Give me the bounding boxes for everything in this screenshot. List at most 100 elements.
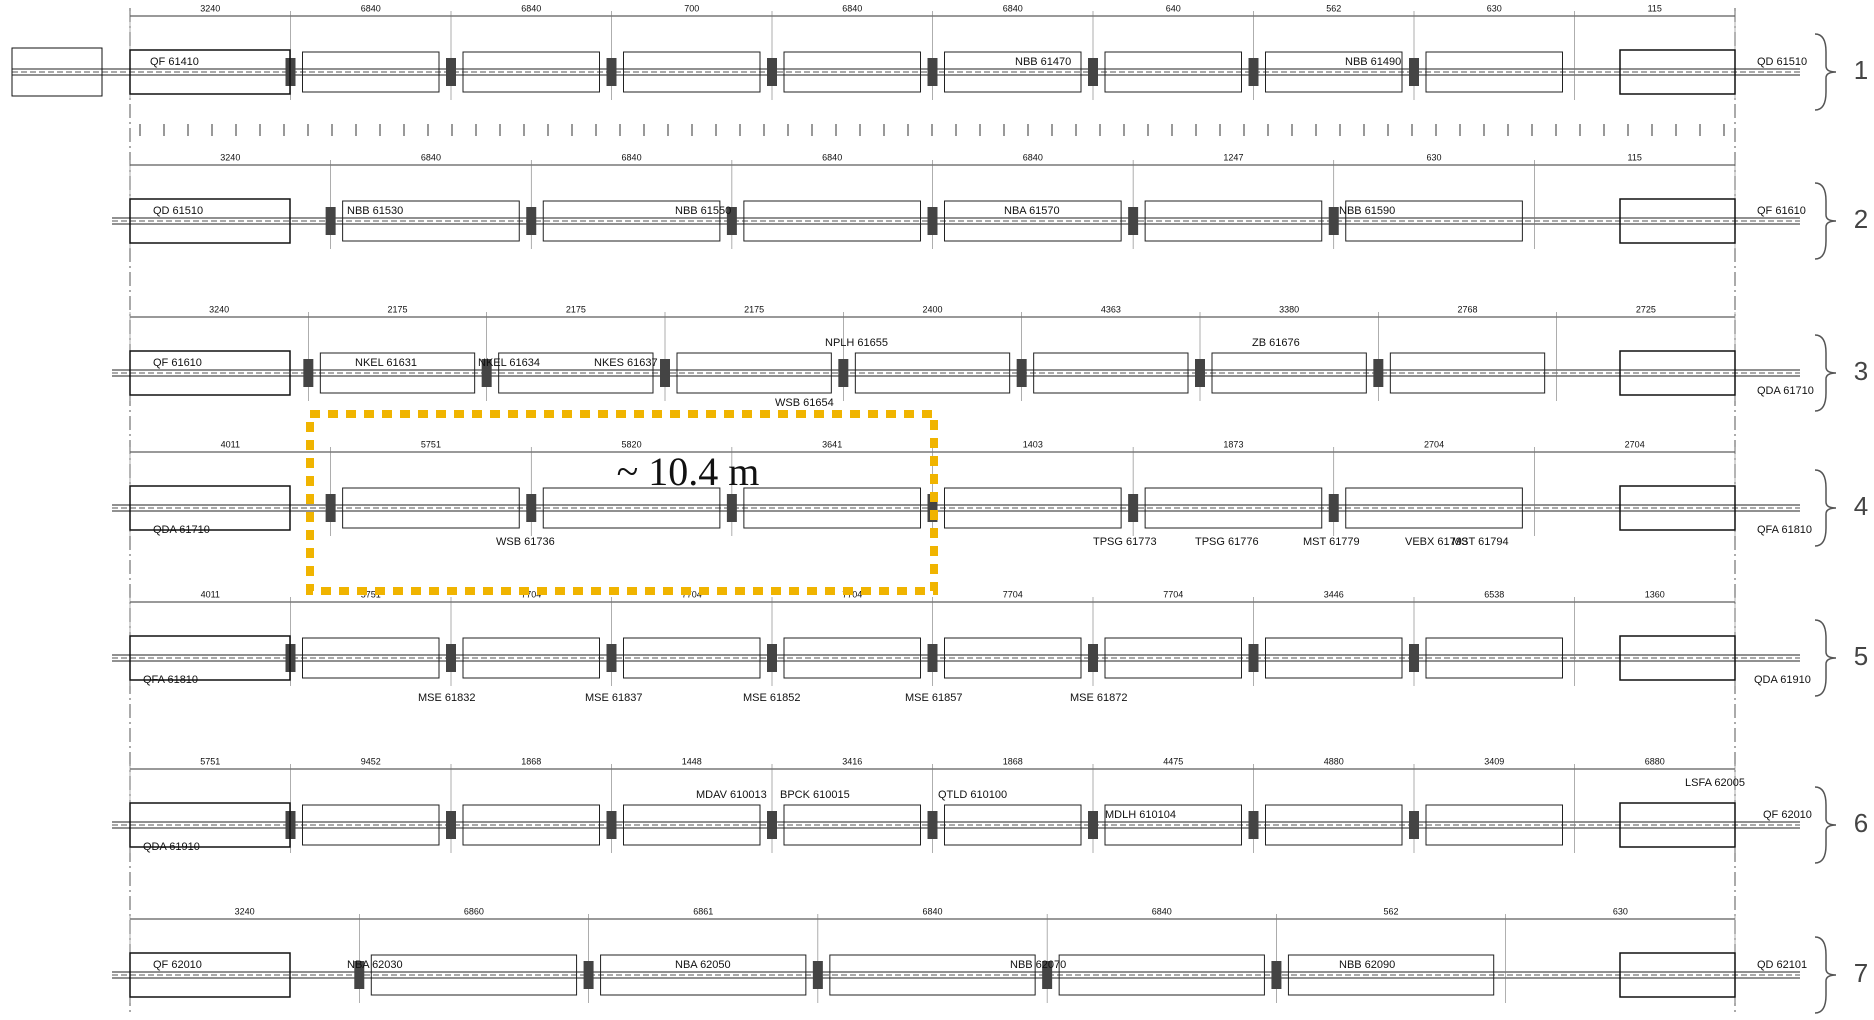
flange bbox=[446, 811, 456, 839]
element-label: QFA 61810 bbox=[143, 674, 198, 686]
row-number: 4 bbox=[1854, 491, 1868, 521]
dimension-label: 1868 bbox=[1003, 756, 1023, 766]
dimension-label: 562 bbox=[1384, 906, 1399, 916]
beamline-row: 32406860686168406840562630QF 62010NBA 62… bbox=[112, 906, 1868, 1013]
element-label: NKEL 61631 bbox=[355, 357, 417, 369]
dimension-label: 6840 bbox=[361, 3, 381, 13]
flange bbox=[928, 207, 938, 235]
row-brace bbox=[1815, 937, 1836, 1013]
dimension-label: 6840 bbox=[622, 152, 642, 162]
dimension-label: 4011 bbox=[201, 589, 220, 599]
flange bbox=[1249, 644, 1259, 672]
flange bbox=[607, 811, 617, 839]
flange bbox=[1195, 359, 1205, 387]
row-brace bbox=[1815, 470, 1836, 546]
flange bbox=[767, 811, 777, 839]
row-number: 1 bbox=[1854, 55, 1868, 85]
row-brace bbox=[1815, 620, 1836, 696]
element-label: NBB 62090 bbox=[1339, 959, 1395, 971]
element-label: MSE 61857 bbox=[905, 692, 962, 704]
element-label: MDAV 610013 bbox=[696, 789, 767, 801]
dimension-label: 6840 bbox=[842, 3, 862, 13]
element-label: QFA 61810 bbox=[1757, 524, 1812, 536]
dimension-label: 115 bbox=[1648, 3, 1662, 13]
beamline-row: 40115751582036411403187327042704QDA 6171… bbox=[112, 439, 1868, 548]
flange bbox=[727, 494, 737, 522]
element-label: NBB 62070 bbox=[1010, 959, 1066, 971]
dimension-label: 7704 bbox=[1003, 589, 1023, 599]
dimension-label: 6840 bbox=[1023, 152, 1043, 162]
dimension-label: 562 bbox=[1326, 3, 1341, 13]
drawing: 32406840684070068406840640562630115QF 61… bbox=[0, 0, 1874, 1020]
element-label: QF 62010 bbox=[1763, 809, 1812, 821]
dimension-label: 1868 bbox=[521, 756, 541, 766]
element-label: NBA 62050 bbox=[675, 959, 731, 971]
length-annotation: ~ 10.4 m bbox=[617, 449, 760, 494]
dimension-label: 7704 bbox=[1163, 589, 1183, 599]
dimension-label: 4880 bbox=[1324, 756, 1344, 766]
element-label: ZB 61676 bbox=[1252, 337, 1300, 349]
flange bbox=[1128, 494, 1138, 522]
element-label: BPCK 610015 bbox=[780, 789, 850, 801]
dimension-label: 6840 bbox=[421, 152, 441, 162]
dimension-label: 1360 bbox=[1645, 589, 1665, 599]
dimension-label: 4475 bbox=[1163, 756, 1183, 766]
element-label: NBB 61530 bbox=[347, 205, 403, 217]
flange bbox=[1088, 58, 1098, 86]
flange bbox=[1249, 58, 1259, 86]
row-number: 6 bbox=[1854, 808, 1868, 838]
element-label: MSE 61872 bbox=[1070, 692, 1127, 704]
dimension-label: 6840 bbox=[822, 152, 842, 162]
element-label: QD 62101 bbox=[1757, 959, 1807, 971]
flange bbox=[303, 359, 313, 387]
element-label: MDLH 610104 bbox=[1105, 809, 1176, 821]
element-label: NBB 61590 bbox=[1339, 205, 1395, 217]
flange bbox=[1373, 359, 1383, 387]
element-label: MST 61779 bbox=[1303, 536, 1360, 548]
flange bbox=[928, 811, 938, 839]
dimension-label: 2175 bbox=[387, 304, 407, 314]
dimension-label: 3240 bbox=[200, 3, 220, 13]
element-label: NKEL 61634 bbox=[478, 357, 540, 369]
flange bbox=[446, 644, 456, 672]
element-label: QF 61610 bbox=[1757, 205, 1806, 217]
dimension-label: 6860 bbox=[464, 906, 484, 916]
dimension-label: 6840 bbox=[922, 906, 942, 916]
dimension-label: 2768 bbox=[1457, 304, 1477, 314]
dimension-label: 2725 bbox=[1636, 304, 1656, 314]
element-label: NBB 61490 bbox=[1345, 56, 1401, 68]
flange bbox=[526, 207, 536, 235]
element-label: MST 61794 bbox=[1452, 536, 1509, 548]
dimension-label: 1403 bbox=[1023, 439, 1043, 449]
row-number: 2 bbox=[1854, 204, 1868, 234]
element-label: QDA 61910 bbox=[1754, 674, 1811, 686]
dimension-label: 3416 bbox=[842, 756, 862, 766]
dimension-label: 5751 bbox=[421, 439, 441, 449]
dimension-label: 6538 bbox=[1484, 589, 1504, 599]
beamline-row: 5751945218681448341618684475488034096880… bbox=[112, 756, 1868, 863]
element-label: WSB 61736 bbox=[496, 536, 555, 548]
element-label: QDA 61710 bbox=[1757, 385, 1814, 397]
dimension-label: 6880 bbox=[1645, 756, 1665, 766]
flange bbox=[1128, 207, 1138, 235]
element-label: QD 61510 bbox=[153, 205, 203, 217]
flange bbox=[526, 494, 536, 522]
element-label: LSFA 62005 bbox=[1685, 777, 1745, 789]
element-body bbox=[1212, 353, 1366, 393]
dimension-label: 6840 bbox=[1003, 3, 1023, 13]
element-label: QTLD 610100 bbox=[938, 789, 1007, 801]
dimension-label: 1247 bbox=[1223, 152, 1243, 162]
element-label: QF 61610 bbox=[153, 357, 202, 369]
row-brace bbox=[1815, 335, 1836, 411]
flange bbox=[607, 58, 617, 86]
element-label: NBB 61470 bbox=[1015, 56, 1071, 68]
dimension-label: 5820 bbox=[622, 439, 642, 449]
row-number: 5 bbox=[1854, 641, 1868, 671]
flange bbox=[1017, 359, 1027, 387]
dimension-label: 1448 bbox=[682, 756, 702, 766]
flange bbox=[928, 644, 938, 672]
element-body bbox=[1034, 353, 1188, 393]
flange bbox=[607, 644, 617, 672]
